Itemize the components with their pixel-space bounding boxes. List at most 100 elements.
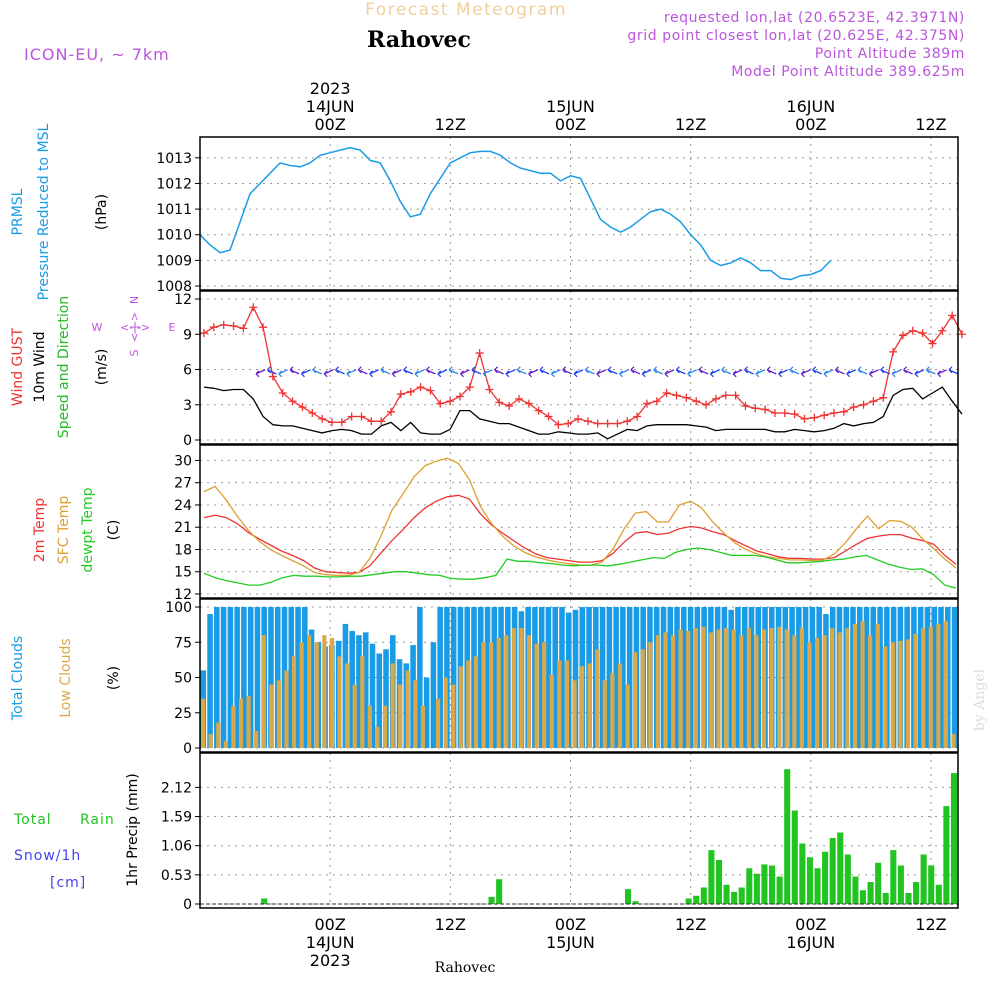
temp-line-0 bbox=[203, 494, 957, 574]
low-cloud-bar bbox=[746, 628, 751, 748]
total-cloud-bar bbox=[498, 607, 504, 748]
wind-direction-arrow bbox=[505, 369, 516, 378]
precip-bar bbox=[738, 887, 745, 904]
low-cloud-bar bbox=[754, 635, 759, 748]
wind-direction-arrow bbox=[357, 366, 368, 375]
gust-point bbox=[820, 411, 829, 420]
precip-bar bbox=[875, 862, 882, 904]
total-cloud-bar bbox=[681, 607, 687, 748]
total-cloud-bar bbox=[274, 607, 281, 748]
wind-direction-arrow bbox=[709, 369, 720, 378]
total-cloud-bar bbox=[789, 607, 795, 748]
total-cloud-bar bbox=[349, 630, 355, 748]
gust-point bbox=[357, 412, 366, 421]
y-tick-label: 0 bbox=[183, 897, 192, 913]
total-cloud-bar bbox=[667, 607, 674, 748]
compass-arrow-we: <-|-> bbox=[120, 321, 150, 334]
gust-point bbox=[200, 329, 208, 338]
wind-direction-arrow bbox=[539, 366, 550, 375]
gust-point bbox=[534, 406, 543, 415]
low-cloud-bar bbox=[390, 663, 395, 748]
header-title: Forecast Meteogram bbox=[365, 0, 567, 20]
gust-point bbox=[583, 417, 592, 426]
gust-point bbox=[416, 383, 425, 392]
plot-area: 1008 1009 1010 1011 1012 1013 0 3 6 9 12 12 15 18 21 24… bbox=[156, 79, 966, 970]
low-cloud-bar bbox=[519, 628, 524, 748]
precip-bar bbox=[890, 850, 897, 904]
gust-point bbox=[879, 393, 888, 402]
gust-point bbox=[278, 389, 287, 397]
low-cloud-bar bbox=[367, 705, 372, 748]
gust-point bbox=[642, 399, 651, 408]
low-cloud-bar bbox=[435, 698, 441, 748]
gust-point bbox=[229, 322, 238, 331]
gust-point bbox=[327, 418, 336, 427]
gust-point bbox=[259, 323, 268, 332]
gust-point bbox=[239, 324, 248, 333]
low-cloud-bar bbox=[261, 635, 266, 748]
total-cloud-bar bbox=[917, 607, 924, 748]
wind-direction-arrow bbox=[675, 366, 686, 375]
total-cloud-bar bbox=[626, 607, 633, 748]
low-cloud-bar bbox=[655, 635, 660, 748]
wind-direction-arrow bbox=[494, 366, 504, 375]
y-tick-label: 9 bbox=[183, 327, 192, 343]
gust-point bbox=[859, 400, 868, 409]
wind-direction-arrow bbox=[516, 366, 527, 375]
wind-direction-arrow bbox=[255, 369, 266, 378]
total-cloud-bar bbox=[362, 632, 369, 748]
y-tick-label: 50 bbox=[174, 671, 192, 687]
wind-direction-arrow bbox=[653, 366, 663, 375]
total-cloud-bar bbox=[254, 607, 261, 748]
total-cloud-bar bbox=[491, 607, 498, 748]
gust-point bbox=[928, 339, 937, 348]
legend-snow: Snow/1h bbox=[14, 848, 81, 864]
y-tick-label: 25 bbox=[174, 706, 192, 722]
low-cloud-bar bbox=[246, 695, 251, 748]
precip-bar bbox=[723, 884, 730, 904]
wind-direction-arrow bbox=[948, 366, 959, 375]
low-cloud-bar bbox=[231, 705, 236, 748]
gust-point bbox=[574, 414, 583, 423]
precip-bar bbox=[806, 857, 813, 904]
low-cloud-bar bbox=[640, 649, 645, 748]
total-cloud-bar bbox=[417, 607, 423, 748]
total-cloud-bar bbox=[938, 607, 944, 748]
gust-point bbox=[830, 408, 839, 417]
gust-point bbox=[938, 326, 947, 335]
total-cloud-bar bbox=[437, 607, 443, 748]
low-cloud-bar bbox=[739, 635, 744, 748]
legend-speed-dir: Speed and Direction bbox=[56, 296, 72, 438]
precip-bar bbox=[913, 882, 920, 904]
wind-direction-arrow bbox=[300, 369, 311, 378]
time-label-top: 12Z bbox=[915, 115, 946, 134]
wind-direction-arrow bbox=[789, 366, 800, 375]
total-cloud-bar bbox=[796, 607, 802, 748]
total-cloud-bar bbox=[741, 607, 748, 748]
low-cloud-bar bbox=[830, 628, 835, 748]
wind-direction-arrow bbox=[925, 366, 936, 375]
low-cloud-bar bbox=[792, 635, 797, 748]
low-cloud-bar bbox=[223, 740, 228, 748]
total-cloud-bar bbox=[268, 607, 274, 748]
total-cloud-bar bbox=[735, 607, 741, 748]
precip-bar bbox=[769, 865, 776, 904]
total-cloud-bar bbox=[552, 607, 558, 748]
time-label-top: 16JUN bbox=[786, 97, 835, 116]
total-cloud-bar bbox=[599, 607, 606, 748]
gust-point bbox=[475, 349, 484, 358]
footer-location: Rahovec bbox=[435, 960, 496, 976]
low-cloud-bar bbox=[845, 628, 850, 748]
precip-bar bbox=[814, 868, 821, 904]
wind-direction-arrow bbox=[380, 366, 391, 375]
temp-line-1 bbox=[203, 457, 957, 577]
wind-direction-arrow bbox=[698, 366, 709, 375]
gust-point bbox=[839, 407, 848, 416]
gust-point bbox=[751, 404, 760, 413]
total-cloud-bar bbox=[870, 607, 877, 748]
low-cloud-bar bbox=[633, 652, 638, 748]
total-cloud-bar bbox=[931, 607, 937, 748]
gust-point bbox=[308, 408, 317, 417]
low-cloud-bar bbox=[481, 642, 486, 748]
gust-point bbox=[869, 397, 878, 406]
